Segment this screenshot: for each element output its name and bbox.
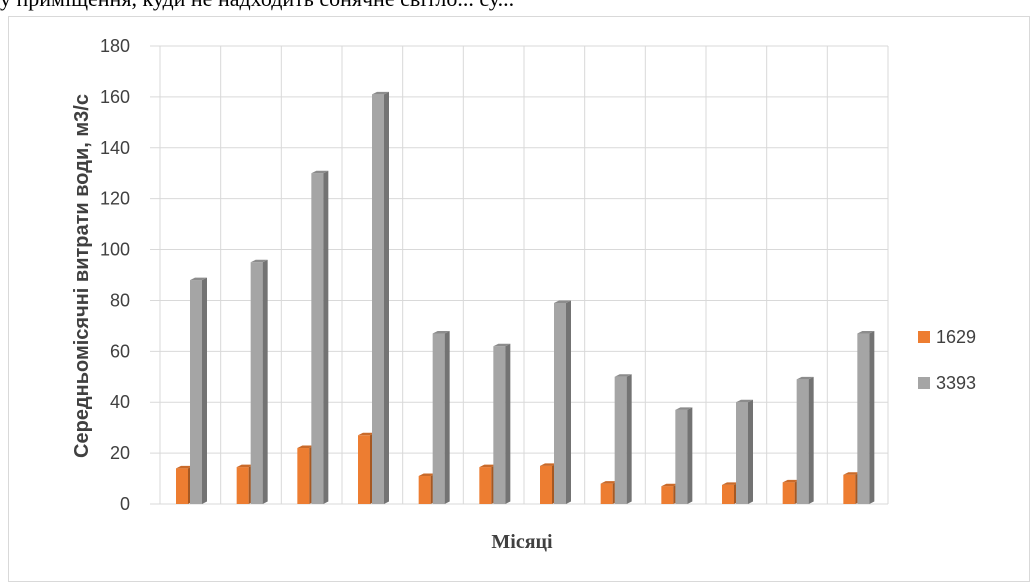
bar-3393-4 <box>372 91 389 504</box>
legend-item-3393: 3393 <box>918 373 976 393</box>
y-tick-label: 160 <box>100 87 130 107</box>
y-tick-label: 60 <box>110 341 130 361</box>
chart-gridlines <box>150 45 889 505</box>
bar-3393-11 <box>796 376 814 504</box>
bar-3393-2 <box>250 259 268 504</box>
y-tick-label: 0 <box>120 494 130 514</box>
bar-3393-8 <box>614 374 632 504</box>
x-axis-label: Місяці <box>491 531 553 553</box>
y-tick-label: 40 <box>110 392 130 412</box>
y-axis-ticks: 0 20 40 60 80 100 120 140 160 180 <box>100 36 130 514</box>
y-tick-label: 100 <box>100 240 130 260</box>
bar-3393-6 <box>493 343 511 504</box>
legend-swatch <box>918 377 930 389</box>
top-text-fragment: у приміщення, куди не надходить сонячне … <box>0 0 1032 12</box>
bar-3393-3 <box>311 170 329 504</box>
bar-3393-7 <box>554 300 571 504</box>
bar-3393-5 <box>432 331 450 504</box>
y-tick-label: 80 <box>110 290 130 310</box>
legend-label: 3393 <box>936 373 976 393</box>
chart-legend: 1629 3393 <box>918 327 976 393</box>
y-tick-label: 120 <box>100 189 130 209</box>
bar-3393-1 <box>190 277 207 504</box>
bar-3393-12 <box>857 331 875 504</box>
legend-item-1629: 1629 <box>918 327 976 347</box>
y-tick-label: 140 <box>100 138 130 158</box>
legend-label: 1629 <box>936 327 976 347</box>
y-axis-label: Середньомісячні витрати води, м3/с <box>71 94 93 458</box>
bar-3393-10 <box>736 399 753 504</box>
y-tick-label: 180 <box>100 36 130 56</box>
chart-bars <box>176 91 875 504</box>
y-tick-label: 20 <box>110 443 130 463</box>
legend-swatch <box>918 331 930 343</box>
bar-3393-9 <box>675 407 693 504</box>
